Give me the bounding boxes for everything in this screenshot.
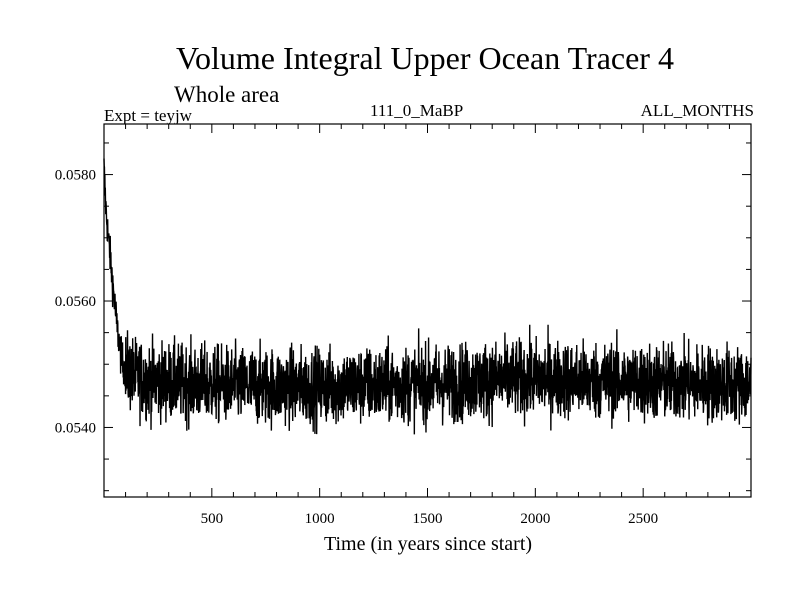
expt-label: Expt = teyjw: [104, 106, 192, 125]
x-tick-label: 1500: [413, 511, 443, 527]
x-tick-label: 500: [201, 511, 224, 527]
x-axis-label: Time (in years since start): [324, 533, 532, 555]
x-tick-label: 2500: [628, 511, 658, 527]
y-tick-label: 0.0580: [55, 168, 96, 184]
x-tick-label: 1000: [305, 511, 335, 527]
y-tick-label: 0.0560: [55, 294, 96, 310]
chart-title: Volume Integral Upper Ocean Tracer 4: [176, 40, 674, 76]
run-label: 111_0_MaBP: [370, 101, 464, 120]
series-line: [103, 158, 752, 435]
x-tick-label: 2000: [520, 511, 550, 527]
months-label: ALL_MONTHS: [640, 101, 754, 120]
plot-frame: [103, 123, 752, 498]
y-tick-label: 0.0540: [55, 420, 96, 436]
chart-subtitle: Whole area: [174, 82, 280, 107]
